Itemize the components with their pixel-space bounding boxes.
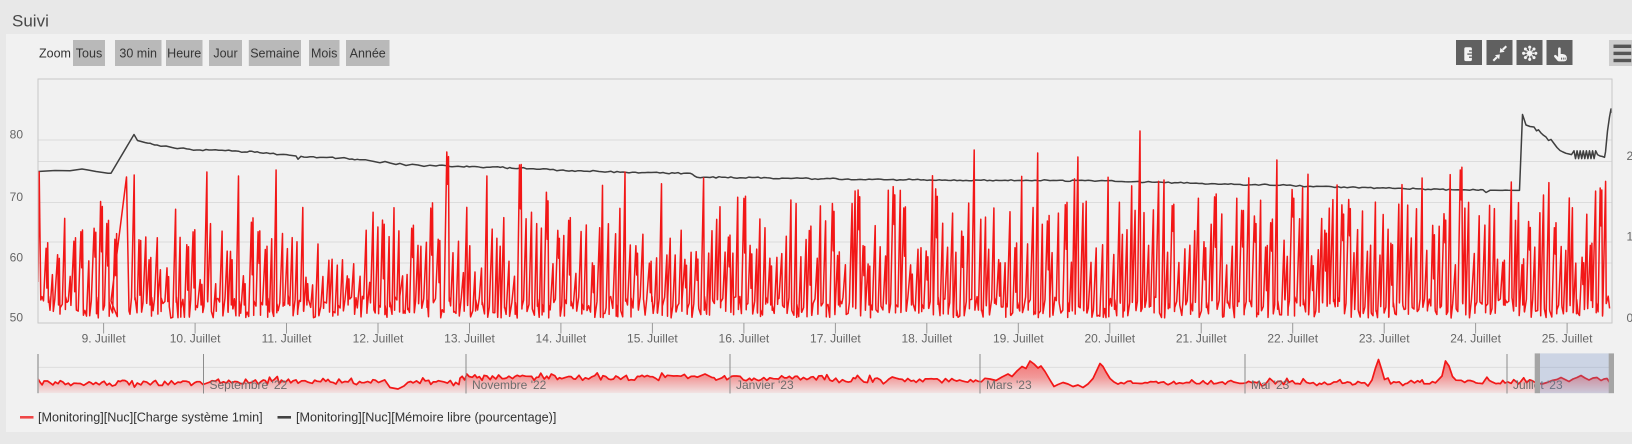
svg-text:2: 2 [1627, 149, 1632, 163]
svg-text:30 min: 30 min [119, 47, 157, 61]
svg-text:Mai '23: Mai '23 [1251, 378, 1290, 392]
svg-text:Mars '23: Mars '23 [986, 378, 1032, 392]
svg-text:Jour: Jour [213, 47, 237, 61]
svg-text:Janvier '23: Janvier '23 [736, 378, 794, 392]
svg-text:Septembre '22: Septembre '22 [210, 378, 288, 392]
svg-text:12. Juillet: 12. Juillet [353, 332, 404, 346]
svg-text:70: 70 [10, 190, 24, 204]
svg-text:Suivi: Suivi [12, 12, 49, 31]
svg-text:Année: Année [350, 47, 386, 61]
svg-text:21. Juillet: 21. Juillet [1176, 332, 1227, 346]
svg-text:60: 60 [10, 250, 24, 264]
svg-text:Tous: Tous [76, 47, 102, 61]
svg-text:14. Juillet: 14. Juillet [536, 332, 587, 346]
svg-text:24. Juillet: 24. Juillet [1450, 332, 1501, 346]
svg-text:19. Juillet: 19. Juillet [993, 332, 1044, 346]
svg-text:[Monitoring][Nuc][Mémoire libr: [Monitoring][Nuc][Mémoire libre (pourcen… [296, 411, 556, 425]
svg-text:[Monitoring][Nuc][Charge systè: [Monitoring][Nuc][Charge système 1min] [38, 411, 263, 425]
svg-text:15. Juillet: 15. Juillet [627, 332, 678, 346]
svg-text:80: 80 [10, 127, 24, 141]
svg-text:22. Juillet: 22. Juillet [1267, 332, 1318, 346]
svg-text:25. Juillet: 25. Juillet [1542, 332, 1593, 346]
svg-text:23. Juillet: 23. Juillet [1359, 332, 1410, 346]
svg-text:50: 50 [10, 310, 24, 324]
svg-text:1: 1 [1627, 229, 1632, 243]
svg-text:Semaine: Semaine [250, 47, 299, 61]
svg-text:Novembre '22: Novembre '22 [472, 378, 547, 392]
svg-text:17. Juillet: 17. Juillet [810, 332, 861, 346]
svg-text:10. Juillet: 10. Juillet [170, 332, 221, 346]
svg-text:Mois: Mois [311, 47, 337, 61]
svg-text:9. Juillet: 9. Juillet [82, 332, 127, 346]
svg-text:18. Juillet: 18. Juillet [901, 332, 952, 346]
svg-text:Zoom: Zoom [39, 47, 71, 61]
svg-text:16. Juillet: 16. Juillet [719, 332, 770, 346]
svg-text:Heure: Heure [167, 47, 201, 61]
svg-text:0: 0 [1627, 311, 1632, 325]
svg-text:13. Juillet: 13. Juillet [444, 332, 495, 346]
svg-text:11. Juillet: 11. Juillet [262, 332, 312, 346]
svg-text:20. Juillet: 20. Juillet [1084, 332, 1135, 346]
